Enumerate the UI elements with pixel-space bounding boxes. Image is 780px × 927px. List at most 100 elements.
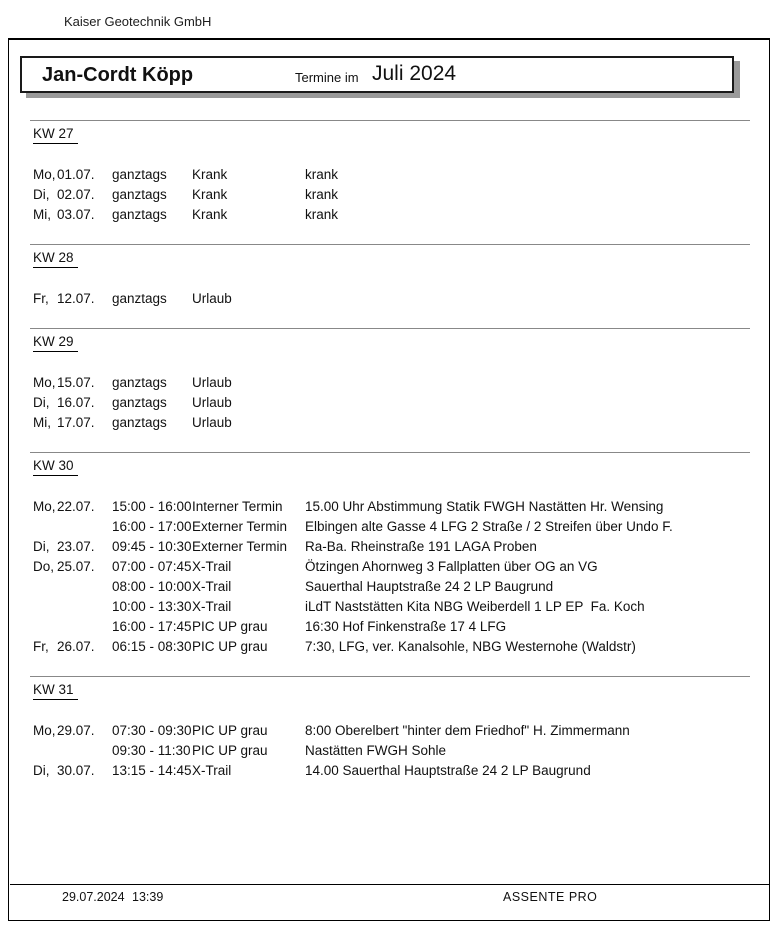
day-date: 29.07. (57, 723, 95, 738)
time-range: ganztags (112, 207, 167, 222)
appointment-description: 16:30 Hof Finkenstraße 17 4 LFG (305, 619, 507, 634)
day-abbrev: Di, (33, 763, 50, 778)
title-prefix: Termine im (295, 70, 359, 85)
appointment-description (305, 393, 750, 413)
category-color-cell (93, 289, 112, 309)
week-sections: KW 27 Mo, 01.07. ganztags Krank krank Di, 02.07… (30, 120, 750, 800)
time-range: ganztags (112, 291, 167, 306)
week-section: KW 29 Mo, 15.07. ganztags Urlaub Di, 16.07. gan… (30, 328, 750, 433)
appointment-row: Di, 23.07. 09:45 - 10:30 Externer Termin Ra-… (30, 537, 750, 557)
week-label: KW 28 (33, 250, 78, 268)
time-range: 09:30 - 11:30 (112, 743, 191, 758)
day-date: 01.07. (57, 167, 95, 182)
appointment-row: Mo, 15.07. ganztags Urlaub (30, 373, 750, 393)
category-color-cell (93, 497, 112, 517)
appointment-rows: Mo, 22.07. 15:00 - 16:00 Interner Termin 15.… (30, 497, 750, 657)
appointment-description: 15.00 Uhr Abstimmung Statik FWGH Nastätt… (305, 499, 664, 514)
day-date (57, 577, 93, 597)
time-range: 16:00 - 17:00 (112, 519, 192, 534)
day-abbrev: Mo, (33, 375, 56, 390)
appointment-description: iLdT Naststätten Kita NBG Weiberdell 1 L… (305, 599, 645, 614)
appointment-description (305, 289, 750, 309)
week-section: KW 27 Mo, 01.07. ganztags Krank krank Di, 02.07… (30, 120, 750, 225)
week-label: KW 29 (33, 334, 78, 352)
appointment-description: Ra-Ba. Rheinstraße 191 LAGA Proben (305, 539, 537, 554)
day-abbrev: Do, (33, 559, 55, 574)
appointment-type: X-Trail (192, 559, 232, 574)
appointment-rows: Mo, 01.07. ganztags Krank krank Di, 02.07. ganz… (30, 165, 750, 225)
page-frame (8, 38, 770, 921)
appointment-rows: Mo, 15.07. ganztags Urlaub Di, 16.07. ganztags… (30, 373, 750, 433)
appointment-rows: Fr, 12.07. ganztags Urlaub (30, 289, 750, 309)
appointment-type: Krank (192, 187, 228, 202)
time-range: 06:15 - 08:30 (112, 639, 192, 654)
appointment-type: PIC UP grau (192, 743, 268, 758)
day-date: 22.07. (57, 499, 95, 514)
appointment-type: Krank (192, 207, 228, 222)
appointment-description: Ötzingen Ahornweg 3 Fallplatten über OG … (305, 559, 598, 574)
category-color-cell (93, 205, 112, 225)
company-name: Kaiser Geotechnik GmbH (64, 14, 212, 29)
category-color-cell (93, 373, 112, 393)
day-date: 03.07. (57, 207, 95, 222)
category-color-cell (93, 517, 112, 537)
category-color-cell (93, 185, 112, 205)
report-title-box: Jan-Cordt Köpp Termine im Juli 2024 (20, 56, 734, 93)
day-date (57, 741, 93, 761)
week-label: KW 31 (33, 682, 78, 700)
title-month: Juli 2024 (372, 62, 457, 85)
appointment-row: Di, 02.07. ganztags Krank krank (30, 185, 750, 205)
appointment-row: Mo, 22.07. 15:00 - 16:00 Interner Termin 15.… (30, 497, 750, 517)
week-label: KW 30 (33, 458, 78, 476)
category-color-cell (93, 741, 112, 761)
appointment-row: Di, 30.07. 13:15 - 14:45 X-Trail 14.00 Sauer… (30, 761, 750, 781)
category-color-cell (93, 557, 112, 577)
day-abbrev: Fr, (33, 291, 49, 306)
person-name: Jan-Cordt Köpp (42, 64, 194, 86)
day-abbrev (33, 517, 57, 537)
day-date: 25.07. (57, 559, 95, 574)
appointment-type: PIC UP grau (192, 619, 268, 634)
day-abbrev: Mo, (33, 723, 56, 738)
appointment-row: 08:00 - 10:00 X-Trail Sauerthal Hauptstraß… (30, 577, 750, 597)
footer-print-time: 13:39 (132, 890, 164, 904)
day-abbrev: Mo, (33, 499, 56, 514)
time-range: 07:30 - 09:30 (112, 723, 192, 738)
appointment-description: 8:00 Oberelbert "hinter dem Friedhof" H.… (305, 723, 630, 738)
appointment-description: 7:30, LFG, ver. Kanalsohle, NBG Westerno… (305, 639, 636, 654)
day-abbrev: Fr, (33, 639, 49, 654)
time-range: 13:15 - 14:45 (112, 763, 192, 778)
appointment-row: Mi, 17.07. ganztags Urlaub (30, 413, 750, 433)
category-color-cell (93, 761, 112, 781)
appointment-description: krank (305, 187, 339, 202)
time-range: ganztags (112, 395, 167, 410)
appointment-type: Urlaub (192, 291, 232, 306)
time-range: ganztags (112, 415, 167, 430)
day-date (57, 617, 93, 637)
category-color-cell (93, 165, 112, 185)
day-date: 30.07. (57, 763, 95, 778)
footer-divider (10, 884, 770, 885)
appointment-description: 14.00 Sauerthal Hauptstraße 24 2 LP Baug… (305, 763, 591, 778)
appointment-row: 09:30 - 11:30 PIC UP grau Nastätten FWGH S… (30, 741, 750, 761)
day-abbrev (33, 577, 57, 597)
day-date (57, 517, 93, 537)
day-abbrev (33, 617, 57, 637)
day-abbrev: Di, (33, 187, 50, 202)
appointment-description (305, 413, 750, 433)
appointment-row: Di, 16.07. ganztags Urlaub (30, 393, 750, 413)
category-color-cell (93, 577, 112, 597)
appointment-type: Urlaub (192, 415, 232, 430)
time-range: 09:45 - 10:30 (112, 539, 192, 554)
appointment-description: Nastätten FWGH Sohle (305, 743, 447, 758)
appointment-type: X-Trail (192, 599, 232, 614)
appointment-type: Urlaub (192, 375, 232, 390)
time-range: ganztags (112, 375, 167, 390)
appointment-row: Mo, 01.07. ganztags Krank krank (30, 165, 750, 185)
appointment-type: Externer Termin (192, 539, 288, 554)
appointment-type: X-Trail (192, 579, 232, 594)
time-range: 08:00 - 10:00 (112, 579, 192, 594)
week-section: KW 30 Mo, 22.07. 15:00 - 16:00 Interner Term… (30, 452, 750, 657)
week-section: KW 28 Fr, 12.07. ganztags Urlaub (30, 244, 750, 309)
appointment-row: 10:00 - 13:30 X-Trail iLdT Naststätten Kit… (30, 597, 750, 617)
